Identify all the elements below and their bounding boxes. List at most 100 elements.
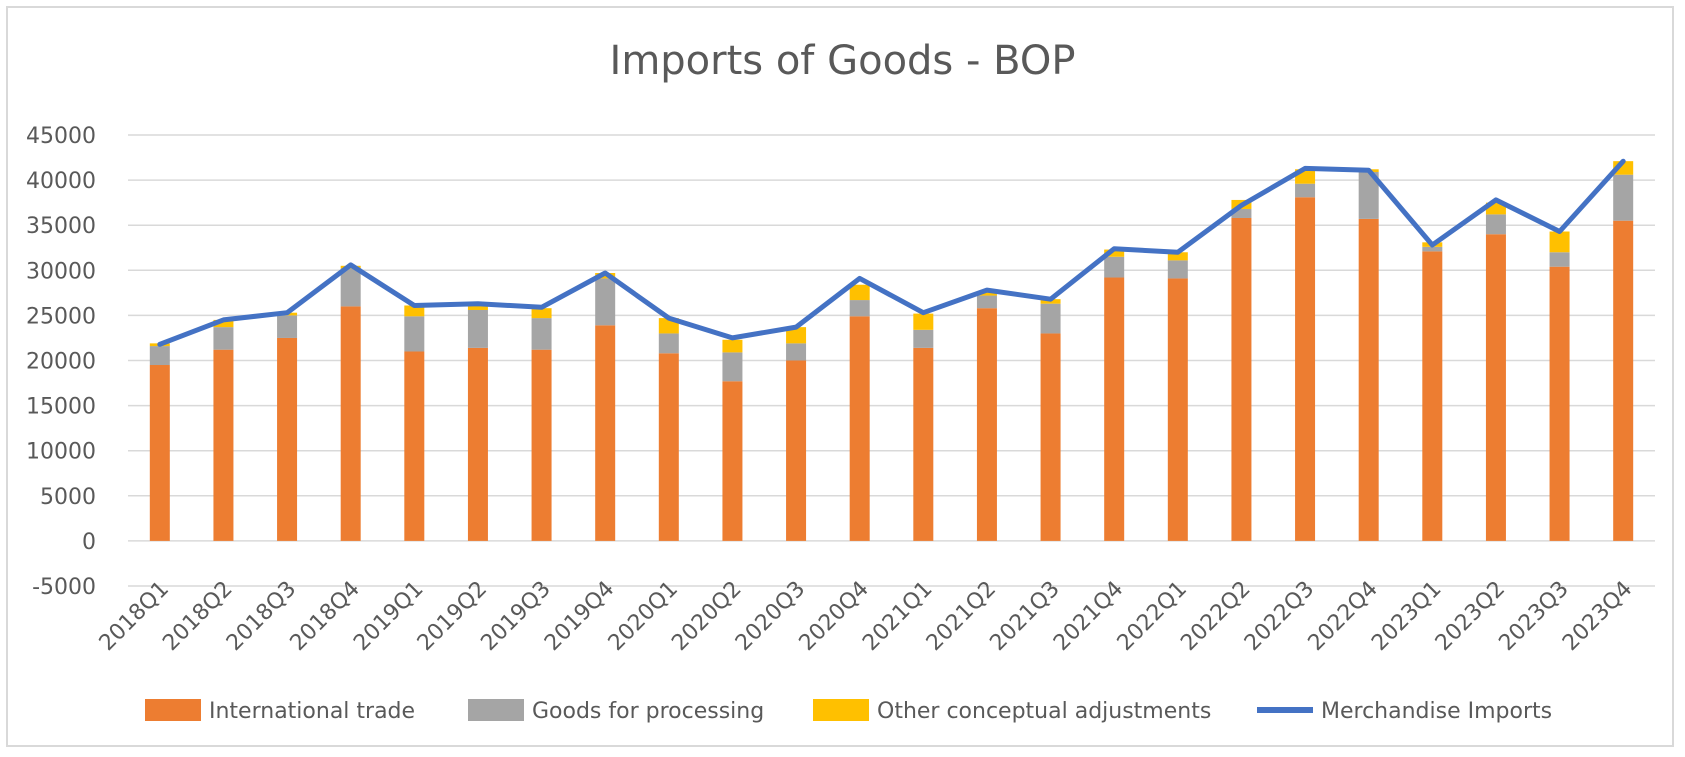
line-point [985, 288, 989, 292]
x-tick-label: 2021Q1 [858, 577, 937, 656]
bar-other-conceptual-adjustments [1104, 249, 1125, 257]
y-tick-label: 20000 [26, 350, 96, 375]
bar-international-trade [277, 337, 298, 541]
legend-label-merchandise-imports: Merchandise Imports [1321, 699, 1552, 724]
x-tick-label: 2019Q3 [476, 577, 555, 656]
bar-goods-for-processing [213, 327, 234, 350]
bar-goods-for-processing [595, 278, 616, 326]
line-point [349, 263, 353, 267]
line-point [794, 325, 798, 329]
y-tick-label: 30000 [26, 259, 96, 284]
y-tick-label: 0 [82, 530, 96, 555]
bar-international-trade [1104, 277, 1125, 541]
x-tick-label: 2022Q3 [1240, 577, 1319, 656]
bar-international-trade [1549, 266, 1570, 541]
bar-other-conceptual-adjustments [213, 319, 234, 328]
x-tick-label: 2023Q3 [1494, 577, 1573, 656]
y-tick-label: 15000 [26, 395, 96, 420]
line-point [1367, 168, 1371, 172]
line-point [1303, 166, 1307, 170]
bar-international-trade [722, 381, 743, 541]
x-tick-label: 2023Q1 [1367, 577, 1446, 656]
series-line [157, 158, 1626, 347]
bar-goods-for-processing [149, 346, 170, 366]
x-axis-ticks: 2018Q12018Q22018Q32018Q42019Q12019Q22019… [95, 577, 1638, 656]
bar-goods-for-processing [849, 300, 870, 317]
line-point [603, 271, 607, 275]
bar-international-trade [1422, 251, 1443, 541]
x-tick-label: 2019Q2 [413, 577, 492, 656]
bar-international-trade [531, 349, 552, 541]
x-tick-label: 2021Q2 [922, 577, 1001, 656]
bar-goods-for-processing [531, 318, 552, 350]
x-tick-label: 2018Q4 [286, 577, 365, 656]
bar-other-conceptual-adjustments [404, 305, 425, 317]
y-tick-label: -5000 [32, 575, 96, 600]
bar-international-trade [849, 316, 870, 541]
line-point [730, 336, 734, 340]
bar-international-trade [1231, 217, 1252, 541]
x-tick-label: 2019Q1 [349, 577, 428, 656]
bar-goods-for-processing [722, 352, 743, 382]
bar-other-conceptual-adjustments [1167, 252, 1188, 261]
bar-international-trade [658, 353, 679, 541]
chart-title: Imports of Goods - BOP [609, 38, 1076, 84]
bar-international-trade [149, 365, 170, 541]
legend-label-goods-for-processing: Goods for processing [532, 699, 764, 724]
x-tick-label: 2019Q4 [540, 577, 619, 656]
bar-international-trade [467, 347, 488, 541]
legend-swatch-goods-for-processing [468, 699, 524, 721]
line-point [1176, 250, 1180, 254]
y-tick-label: 45000 [26, 124, 96, 149]
gridlines [128, 134, 1655, 587]
bar-other-conceptual-adjustments [1485, 202, 1506, 215]
line-point [221, 318, 225, 322]
legend: International trade Goods for processing O… [145, 699, 1552, 724]
x-tick-label: 2022Q2 [1176, 577, 1255, 656]
line-merchandise-imports [157, 158, 1626, 347]
bar-goods-for-processing [1549, 252, 1570, 267]
x-tick-label: 2021Q3 [985, 577, 1064, 656]
legend-swatch-international-trade [145, 699, 201, 721]
bar-other-conceptual-adjustments [467, 305, 488, 310]
bar-international-trade [340, 306, 361, 541]
legend-label-other-conceptual-adjustments: Other conceptual adjustments [877, 699, 1211, 724]
bar-other-conceptual-adjustments [849, 284, 870, 301]
line-point [1430, 243, 1434, 247]
bar-international-trade [976, 308, 997, 541]
bar-international-trade [786, 360, 807, 541]
bar-goods-for-processing [1167, 260, 1188, 279]
bar-goods-for-processing [913, 329, 934, 348]
y-tick-label: 35000 [26, 214, 96, 239]
line-point [412, 303, 416, 307]
bar-goods-for-processing [1295, 183, 1316, 198]
x-tick-label: 2020Q3 [731, 577, 810, 656]
bar-international-trade [1613, 220, 1634, 541]
x-tick-label: 2020Q4 [795, 577, 874, 656]
bar-goods-for-processing [1104, 256, 1125, 278]
line-point [667, 316, 671, 320]
x-tick-label: 2021Q4 [1049, 577, 1128, 656]
x-tick-label: 2023Q2 [1431, 577, 1510, 656]
legend-swatch-other-conceptual-adjustments [813, 699, 869, 721]
bar-international-trade [213, 349, 234, 541]
line-point [1112, 247, 1116, 251]
bar-international-trade [1167, 278, 1188, 541]
bar-goods-for-processing [658, 333, 679, 354]
bar-other-conceptual-adjustments [786, 327, 807, 344]
bar-international-trade [595, 325, 616, 541]
bar-goods-for-processing [1485, 214, 1506, 235]
bars [149, 161, 1634, 541]
y-tick-label: 40000 [26, 169, 96, 194]
bar-international-trade [404, 351, 425, 541]
bar-goods-for-processing [786, 343, 807, 361]
bar-other-conceptual-adjustments [531, 308, 552, 319]
bar-other-conceptual-adjustments [913, 313, 934, 330]
x-tick-label: 2018Q3 [222, 577, 301, 656]
y-tick-label: 25000 [26, 304, 96, 329]
bar-goods-for-processing [1040, 303, 1061, 334]
line-point [158, 342, 162, 346]
bar-goods-for-processing [976, 295, 997, 309]
bar-goods-for-processing [277, 315, 298, 338]
bar-goods-for-processing [404, 316, 425, 352]
